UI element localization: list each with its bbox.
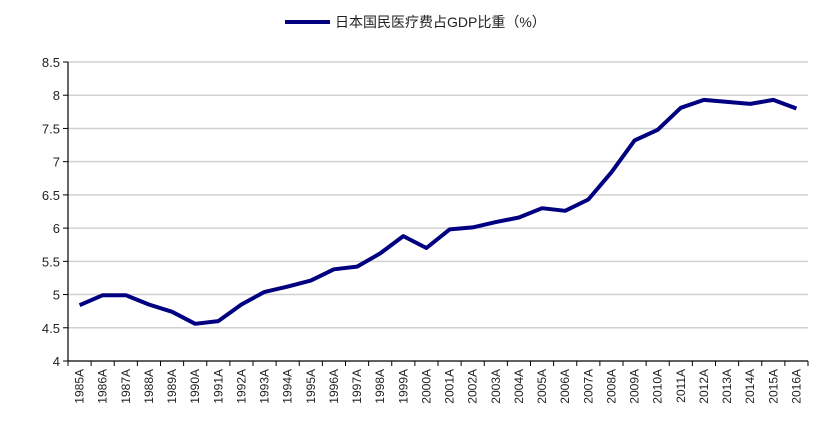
x-tick-label: 2015A bbox=[766, 369, 780, 404]
x-tick-label: 1991A bbox=[211, 369, 225, 404]
y-tick-label: 7.5 bbox=[42, 121, 60, 136]
y-tick-label: 5.5 bbox=[42, 254, 60, 269]
x-tick-label: 2016A bbox=[789, 369, 803, 404]
x-tick-label: 2000A bbox=[419, 369, 433, 404]
x-tick-label: 2002A bbox=[466, 369, 480, 404]
legend-label: 日本国民医疗费占GDP比重（%） bbox=[335, 14, 546, 30]
x-tick-label: 1988A bbox=[142, 369, 156, 404]
x-tick-label: 2013A bbox=[720, 369, 734, 404]
x-tick-label: 2006A bbox=[558, 369, 572, 404]
y-tick-label: 7 bbox=[53, 155, 60, 170]
x-tick-label: 1996A bbox=[327, 369, 341, 404]
x-tick-label: 2008A bbox=[604, 369, 618, 404]
series-line bbox=[78, 97, 798, 326]
x-tick-label: 1985A bbox=[73, 369, 87, 404]
x-tick-label: 1987A bbox=[119, 369, 133, 404]
x-tick-label: 1992A bbox=[234, 369, 248, 404]
x-tick-label: 2009A bbox=[628, 369, 642, 404]
legend: 日本国民医疗费占GDP比重（%） bbox=[285, 14, 546, 30]
y-tick-label: 4.5 bbox=[42, 321, 60, 336]
x-tick-label: 2004A bbox=[512, 369, 526, 404]
x-tick-label: 1990A bbox=[188, 369, 202, 404]
y-tick-label: 6.5 bbox=[42, 188, 60, 203]
y-tick-label: 4 bbox=[53, 354, 60, 369]
x-tick-label: 2011A bbox=[674, 369, 688, 403]
y-tick-label: 5 bbox=[53, 288, 60, 303]
x-tick-label: 2014A bbox=[743, 369, 757, 404]
x-tick-label: 2007A bbox=[581, 369, 595, 404]
y-tick-label: 8.5 bbox=[42, 55, 60, 70]
x-tick-label: 2010A bbox=[651, 369, 665, 404]
x-tick-label: 2001A bbox=[443, 369, 457, 404]
x-tick-label: 2003A bbox=[489, 369, 503, 404]
x-tick-label: 1997A bbox=[350, 369, 364, 404]
x-tick-label: 1995A bbox=[304, 369, 318, 404]
x-tick-label: 1999A bbox=[396, 369, 410, 404]
x-tick-label: 1993A bbox=[258, 369, 272, 404]
x-tick-label: 1994A bbox=[281, 369, 295, 404]
x-tick-label: 2005A bbox=[535, 369, 549, 404]
y-tick-label: 8 bbox=[53, 88, 60, 103]
x-tick-label: 2012A bbox=[697, 369, 711, 404]
y-tick-label: 6 bbox=[53, 221, 60, 236]
x-tick-label: 1989A bbox=[165, 369, 179, 404]
x-tick-label: 1998A bbox=[373, 369, 387, 404]
x-tick-label: 1986A bbox=[96, 369, 110, 404]
